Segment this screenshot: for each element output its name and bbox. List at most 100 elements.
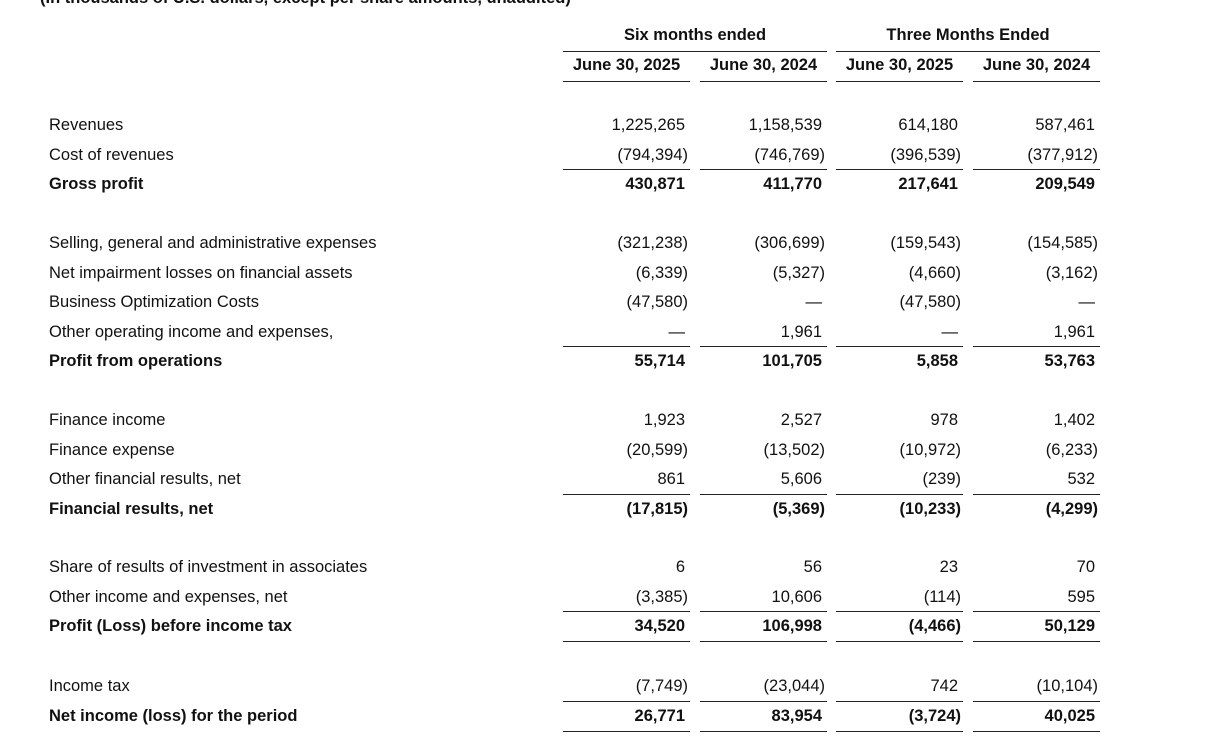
row-label: Income tax [49, 677, 130, 695]
rule [973, 611, 1100, 612]
row-label: Gross profit [49, 175, 144, 193]
cell-value: (10,104) [1036, 677, 1098, 695]
rule [836, 730, 963, 732]
cell-value: 411,770 [763, 175, 822, 193]
cell-value: 50,129 [1044, 617, 1095, 635]
rule [700, 730, 827, 732]
rule [836, 169, 963, 170]
group-header: Three Months Ended [886, 26, 1050, 44]
cell-value: 2,527 [780, 411, 822, 429]
cell-value: 53,763 [1044, 352, 1095, 370]
row-label: Business Optimization Costs [49, 293, 259, 311]
cell-value: (4,299) [1045, 499, 1098, 518]
cell-value: 1,402 [1053, 411, 1095, 429]
cell-value: (3,385) [635, 587, 688, 606]
cell-value: 1,961 [1053, 322, 1095, 341]
cell-value: 614,180 [898, 116, 958, 134]
rule [973, 730, 1100, 732]
cell-value: 34,520 [634, 617, 685, 635]
cell-value: 1,961 [780, 322, 822, 341]
cell-value: (3,724) [908, 706, 961, 725]
row-label: Net income (loss) for the period [49, 706, 298, 725]
cell-value: 587,461 [1035, 116, 1095, 134]
cell-value: (47,580) [899, 293, 961, 311]
cell-value: (3,162) [1045, 263, 1098, 282]
cell-value: (4,466) [908, 617, 961, 635]
rule [700, 169, 827, 170]
cell-value: 1,158,539 [748, 116, 822, 134]
row-label: Other financial results, net [49, 470, 241, 488]
rule [973, 493, 1100, 495]
row-label: Net impairment losses on financial asset… [49, 263, 353, 282]
cell-value: 26,771 [634, 706, 685, 725]
cell-value: (13,502) [763, 440, 825, 459]
rule [700, 493, 827, 495]
cell-value: 1,225,265 [611, 116, 685, 134]
rule [563, 730, 690, 732]
cell-value: (20,599) [626, 440, 688, 459]
cell-value: 6 [675, 558, 685, 576]
rule [700, 346, 827, 347]
row-label: Finance expense [49, 440, 175, 459]
cell-value: (10,233) [899, 499, 961, 518]
rule [563, 700, 690, 702]
cell-value: (114) [923, 587, 961, 606]
rule [836, 641, 963, 642]
rule [836, 51, 1100, 52]
rule [836, 346, 963, 347]
cell-value: (794,394) [617, 145, 688, 164]
rule [973, 169, 1100, 170]
cell-value: 742 [930, 677, 958, 695]
cell-value: 5,858 [916, 352, 958, 370]
rule [700, 641, 827, 642]
cell-value: (239) [922, 470, 961, 488]
cell-value: 40,025 [1044, 706, 1095, 725]
column-header: June 30, 2025 [572, 56, 681, 74]
cell-value: 83,954 [771, 706, 822, 725]
cell-value: — [1078, 293, 1096, 311]
rule [700, 81, 827, 82]
cell-value: 595 [1067, 587, 1095, 606]
cell-value: (17,815) [626, 499, 688, 518]
cell-value: 532 [1067, 470, 1095, 488]
cell-value: (4,660) [908, 263, 961, 282]
cell-value: (47,580) [626, 293, 688, 311]
cell-value: 861 [657, 470, 685, 488]
cell-value: (6,339) [635, 263, 688, 282]
cell-value: 1,923 [643, 411, 685, 429]
cell-value: (396,539) [890, 145, 961, 164]
cell-value: (6,233) [1045, 440, 1098, 459]
cell-value: (10,972) [899, 440, 961, 459]
rule [973, 700, 1100, 702]
cell-value: 5,606 [780, 470, 822, 488]
cell-value: (306,699) [754, 234, 825, 252]
cell-value: 978 [930, 411, 958, 429]
rule [563, 81, 690, 82]
rule [836, 611, 963, 612]
rule [836, 493, 963, 495]
cell-value: 106,998 [762, 617, 822, 635]
row-label: Other income and expenses, net [49, 587, 288, 606]
cell-value: 209,549 [1035, 175, 1095, 193]
rule [563, 346, 690, 347]
rule [836, 700, 963, 702]
row-label: Profit from operations [49, 352, 223, 370]
cell-value: 217,641 [898, 175, 958, 193]
cell-value: — [805, 293, 823, 311]
rule [700, 611, 827, 612]
rule [563, 493, 690, 495]
rule [973, 346, 1100, 347]
column-header: June 30, 2024 [709, 56, 818, 74]
rule [973, 81, 1100, 82]
column-header: June 30, 2025 [845, 56, 954, 74]
row-label: Other operating income and expenses, [49, 322, 334, 341]
cell-value: 10,606 [771, 587, 822, 606]
rule [836, 81, 963, 82]
cell-value: — [941, 322, 959, 341]
cell-value: 70 [1076, 558, 1095, 576]
cell-value: 56 [803, 558, 822, 576]
rule [563, 51, 827, 52]
cell-value: 101,705 [762, 352, 822, 370]
row-label: Profit (Loss) before income tax [49, 617, 292, 635]
